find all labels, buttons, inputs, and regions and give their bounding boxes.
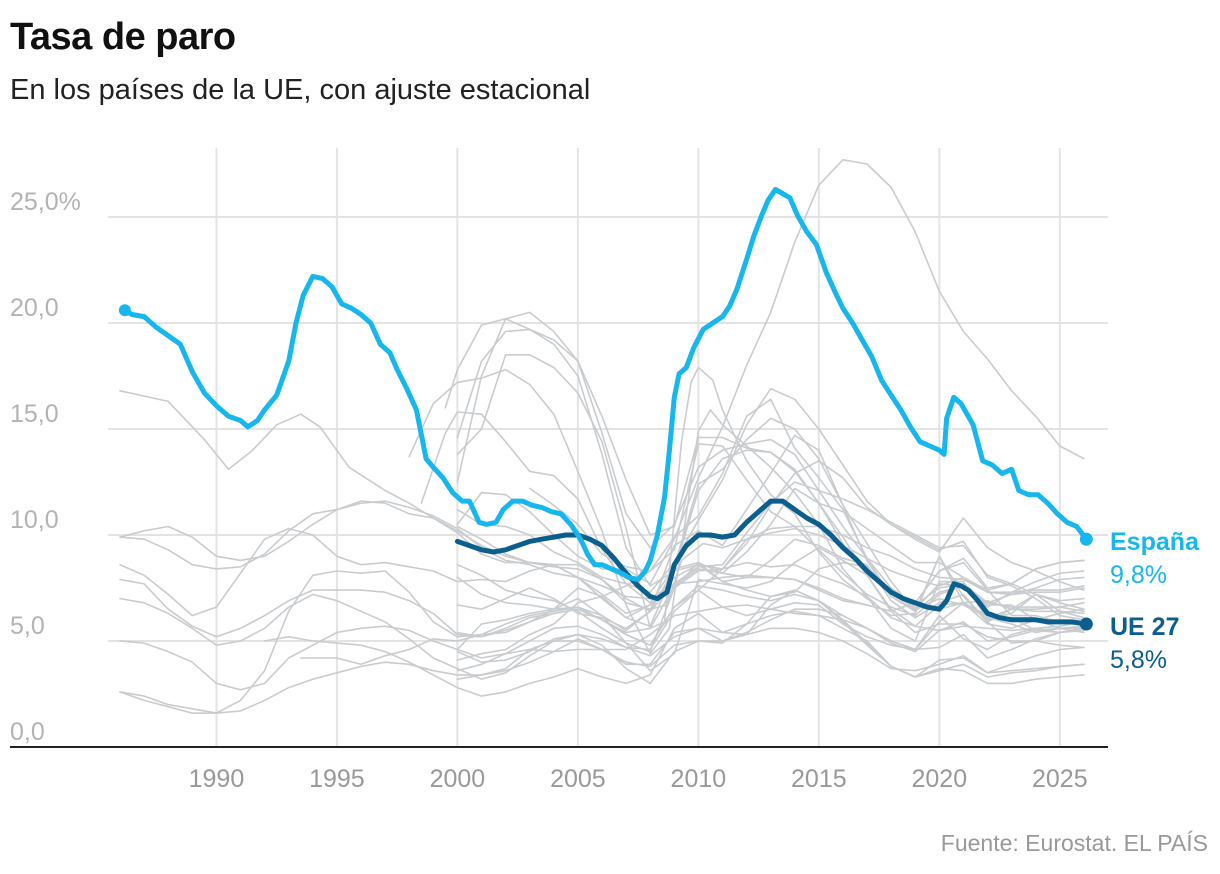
x-tick-label-2005: 2005 (550, 765, 606, 793)
source-note: Fuente: Eurostat. EL PAÍS (941, 830, 1208, 857)
country-series-line-29 (456, 602, 1085, 672)
ue27-end-point (1079, 617, 1093, 631)
y-axis-tick-labels: 0,0 5,0 10,0 15,0 20,0 25,0% (10, 188, 81, 746)
country-series-line-7 (119, 608, 1085, 691)
ue27-value-label: 5,8% (1110, 646, 1167, 674)
espana-end-point (1079, 532, 1093, 546)
series-end-labels: UE 27 5,8% España 9,8% (1110, 528, 1200, 674)
ue27-series-line (454, 498, 1089, 627)
x-tick-label-2010: 2010 (671, 765, 727, 793)
y-tick-label-25: 25,0% (10, 188, 81, 216)
country-series-line-15 (444, 318, 1085, 634)
x-tick-label-2015: 2015 (791, 765, 847, 793)
ue27-name-label: UE 27 (1110, 613, 1179, 641)
country-series-line-2 (119, 500, 1085, 615)
x-tick-label-2025: 2025 (1032, 765, 1088, 793)
country-series-line-18 (456, 159, 1085, 585)
country-series-line-13 (456, 354, 1085, 630)
highlighted-series (118, 186, 1093, 631)
x-axis-tick-labels: 1990 1995 2000 2005 2010 2015 2020 2025 (189, 765, 1088, 793)
chart-subtitle: En los países de la UE, con ajuste estac… (10, 74, 591, 106)
y-tick-label-10: 10,0 (10, 506, 59, 534)
horizontal-gridlines (108, 216, 1108, 642)
y-tick-label-15: 15,0 (10, 400, 59, 428)
y-tick-label-5: 5,0 (10, 612, 45, 640)
country-series-line-17 (456, 311, 1085, 649)
country-series-line-16 (420, 411, 1085, 613)
chart-title: Tasa de paro (10, 16, 236, 58)
country-series-line-28 (456, 460, 1085, 663)
x-tick-label-1990: 1990 (189, 765, 245, 793)
country-series-line-11 (263, 610, 1085, 697)
espana-series-line (122, 186, 1089, 582)
source-separator: . (1110, 830, 1124, 856)
x-tick-label-2000: 2000 (430, 765, 486, 793)
x-tick-label-2020: 2020 (912, 765, 968, 793)
source-text: Fuente: Eurostat (940, 830, 1111, 856)
y-tick-label-0: 0,0 (10, 718, 45, 746)
country-series-line-21 (456, 487, 1085, 638)
x-tick-label-1995: 1995 (309, 765, 365, 793)
country-series-line-30 (456, 589, 1085, 685)
publisher-text: EL PAÍS (1123, 830, 1208, 856)
y-tick-label-20: 20,0 (10, 294, 59, 322)
espana-name-label: España (1110, 528, 1200, 556)
country-series-line-25 (456, 546, 1085, 672)
espana-value-label: 9,8% (1110, 561, 1167, 589)
country-series-line-3 (119, 500, 1085, 632)
espana-start-point (118, 304, 131, 317)
country-series-line-27 (456, 538, 1085, 653)
country-series-line-19 (456, 387, 1085, 593)
